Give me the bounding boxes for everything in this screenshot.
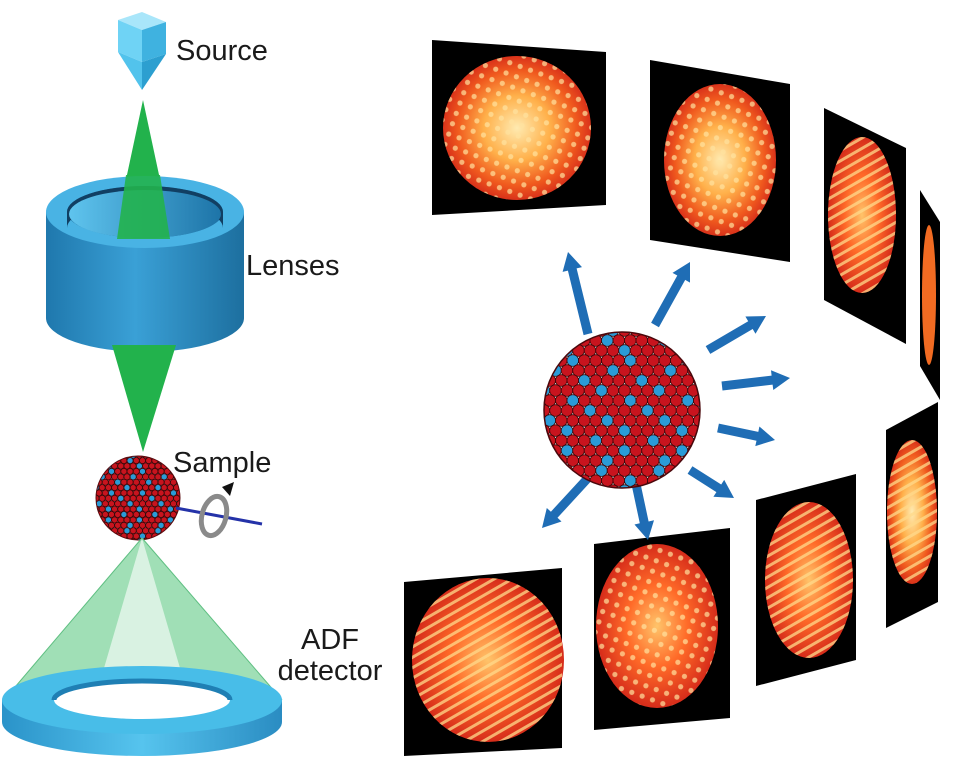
atom	[589, 414, 603, 427]
rotation-arrow-icon	[175, 482, 263, 539]
atom	[681, 414, 695, 427]
atom	[647, 414, 660, 427]
arrow-icon	[651, 262, 690, 328]
atom	[612, 414, 626, 427]
atom	[179, 494, 180, 502]
atom	[104, 527, 112, 535]
adf-detector-label-line2: detector	[277, 655, 383, 687]
arrow-icon	[721, 370, 790, 391]
beam-lower	[112, 345, 176, 452]
arrow-icon	[631, 483, 654, 540]
arrow-icon	[717, 423, 775, 447]
atom	[618, 332, 631, 337]
projection-panel-7	[594, 528, 730, 730]
atom	[647, 474, 660, 487]
atom	[560, 464, 574, 477]
atom	[578, 414, 591, 427]
nanoparticle-3d	[544, 332, 700, 488]
atom	[658, 474, 672, 487]
projection-panel-8	[404, 568, 564, 756]
atom	[635, 414, 649, 427]
atom	[173, 516, 180, 524]
arrow-icon	[542, 475, 592, 528]
arrow-icon	[562, 252, 593, 336]
atom	[601, 414, 614, 427]
projection-arrows	[542, 252, 790, 540]
projection-panel-4	[920, 190, 940, 400]
projection-panel-2	[650, 60, 790, 262]
lenses-label: Lenses	[246, 250, 340, 282]
projection-panel-3	[824, 108, 906, 344]
adf-detector-icon	[2, 666, 282, 756]
atom	[698, 404, 700, 417]
adf-detector-label-line1: ADF	[301, 624, 359, 656]
atom	[555, 414, 568, 427]
source-label: Source	[176, 35, 268, 67]
lens-icon	[46, 175, 244, 352]
sample-particle	[96, 456, 180, 540]
atom	[566, 414, 580, 427]
atom	[670, 414, 683, 427]
atom	[135, 456, 143, 459]
projection-panel-6	[756, 474, 856, 686]
sample-label: Sample	[173, 447, 272, 479]
atom	[618, 484, 631, 488]
atom	[624, 414, 637, 427]
adf-detector-label: ADF detector	[270, 625, 390, 687]
arrow-icon	[705, 316, 766, 354]
projection-panel-1	[432, 40, 606, 215]
source-icon	[118, 12, 166, 90]
projection-panel-5	[886, 402, 938, 628]
atom	[658, 414, 672, 427]
arrow-icon	[687, 466, 734, 498]
